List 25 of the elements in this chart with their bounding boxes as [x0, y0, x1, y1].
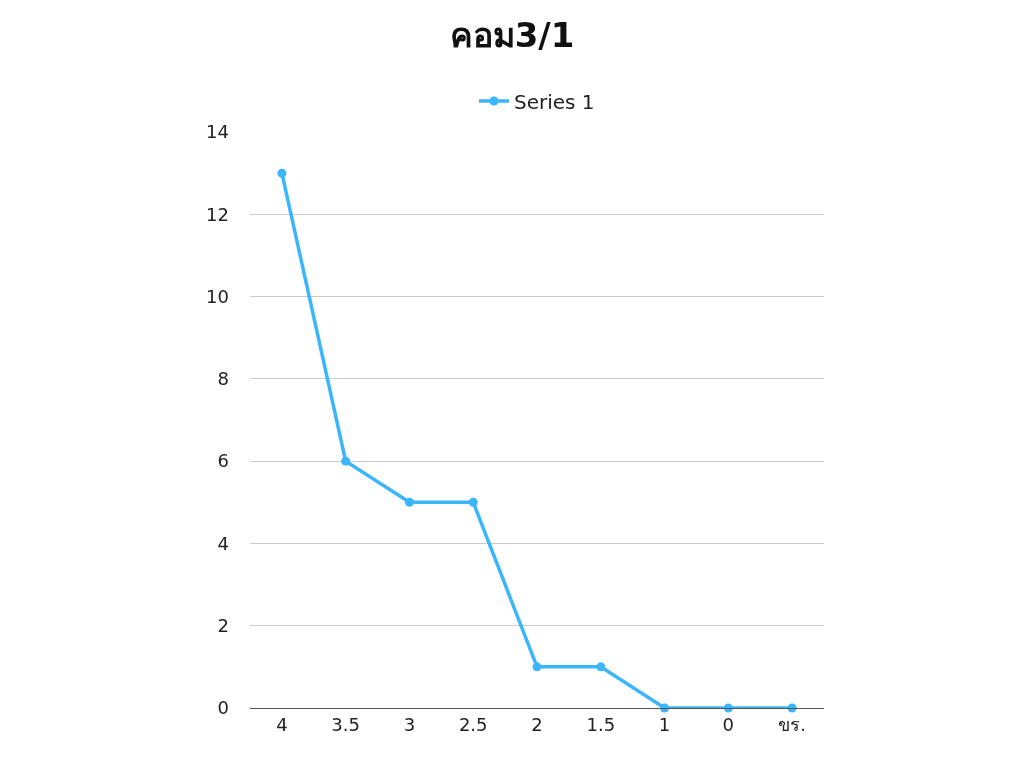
x-tick-label: 4 [276, 713, 288, 735]
legend-label: Series 1 [514, 89, 595, 114]
x-tick-label: 3.5 [331, 713, 360, 735]
y-tick-label: 10 [206, 285, 229, 307]
x-tick-label: 0 [722, 713, 735, 735]
x-tick-label: 2 [531, 713, 543, 735]
x-tick-label: 3 [403, 713, 416, 735]
y-tick-label: 8 [217, 368, 229, 390]
y-tick-label: 14 [206, 121, 229, 143]
x-tick-label: ขร. [778, 713, 806, 735]
point [277, 168, 287, 178]
x-tick-label: 2.5 [458, 713, 488, 735]
y-tick-label: 6 [217, 450, 229, 472]
y-tick-label: 4 [217, 532, 229, 554]
x-tick-label: 1 [658, 713, 671, 735]
y-tick-label: 2 [217, 615, 229, 637]
chart-title: คอม3/1 [449, 14, 575, 55]
y-tick-label: 0 [217, 697, 229, 719]
point [341, 456, 351, 466]
x-tick-label: 1.5 [586, 713, 616, 735]
y-tick-label: 12 [206, 203, 229, 225]
point [468, 497, 478, 507]
point [532, 662, 542, 672]
point [404, 497, 414, 507]
point [596, 662, 606, 672]
